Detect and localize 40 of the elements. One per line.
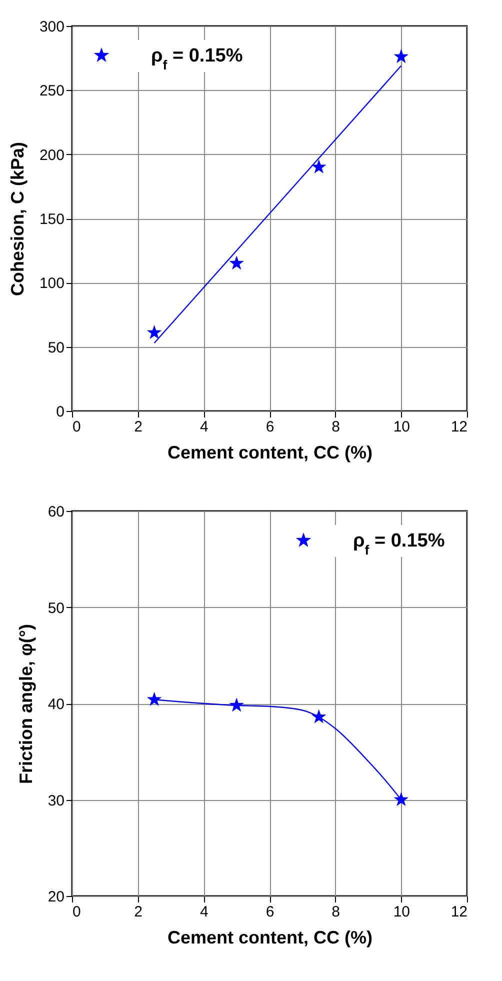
x-tick-label: 6 — [266, 904, 274, 920]
x-tick-label: 8 — [332, 904, 340, 920]
x-tick-label: 4 — [200, 418, 208, 436]
legend-label: ρ$_{f}$ = 0.15% — [151, 46, 243, 72]
x-tick-label: 4 — [200, 904, 208, 920]
legend-label: ρ$_{f}$ = 0.15% — [353, 530, 445, 557]
point — [312, 159, 326, 174]
y-tick-label: 200 — [39, 146, 64, 164]
x-tick-label: 6 — [266, 418, 274, 436]
y-axis-title: Friction angle, φ(°) — [16, 624, 36, 784]
y-tick-label: 0 — [56, 404, 64, 420]
y-axis-title: Cohesion, C (kPa) — [7, 142, 28, 296]
y-tick-label: 40 — [48, 696, 64, 713]
x-tick-label: 8 — [332, 418, 340, 436]
point — [394, 792, 409, 806]
point — [146, 324, 162, 339]
y-tick-label: 30 — [48, 792, 64, 810]
y-tick-label: 60 — [48, 504, 64, 520]
y-tick-label: 100 — [39, 275, 64, 292]
x-tick-label: 12 — [450, 904, 468, 920]
y-tick-label: 250 — [39, 82, 64, 100]
y-tick-label: 300 — [39, 18, 64, 36]
point — [394, 49, 409, 64]
y-tick-label: 50 — [48, 339, 64, 356]
x-tick-label: 0 — [72, 904, 81, 920]
x-tick-label: 0 — [72, 418, 81, 436]
y-tick-label: 50 — [48, 600, 64, 617]
y-tick-label: 150 — [39, 211, 64, 228]
x-tick-label: 10 — [393, 418, 410, 436]
x-tick-label: 2 — [134, 418, 143, 436]
x-tick-label: 10 — [393, 904, 410, 920]
x-tick-label: 2 — [134, 904, 143, 920]
x-axis-title: Cement content, CC (%) — [167, 928, 373, 948]
point — [312, 709, 326, 724]
y-tick-label: 20 — [48, 888, 64, 906]
x-axis-title: Cement content, CC (%) — [167, 442, 373, 462]
point — [229, 698, 244, 712]
point — [229, 256, 244, 270]
point — [146, 692, 162, 706]
x-tick-label: 12 — [450, 418, 468, 436]
